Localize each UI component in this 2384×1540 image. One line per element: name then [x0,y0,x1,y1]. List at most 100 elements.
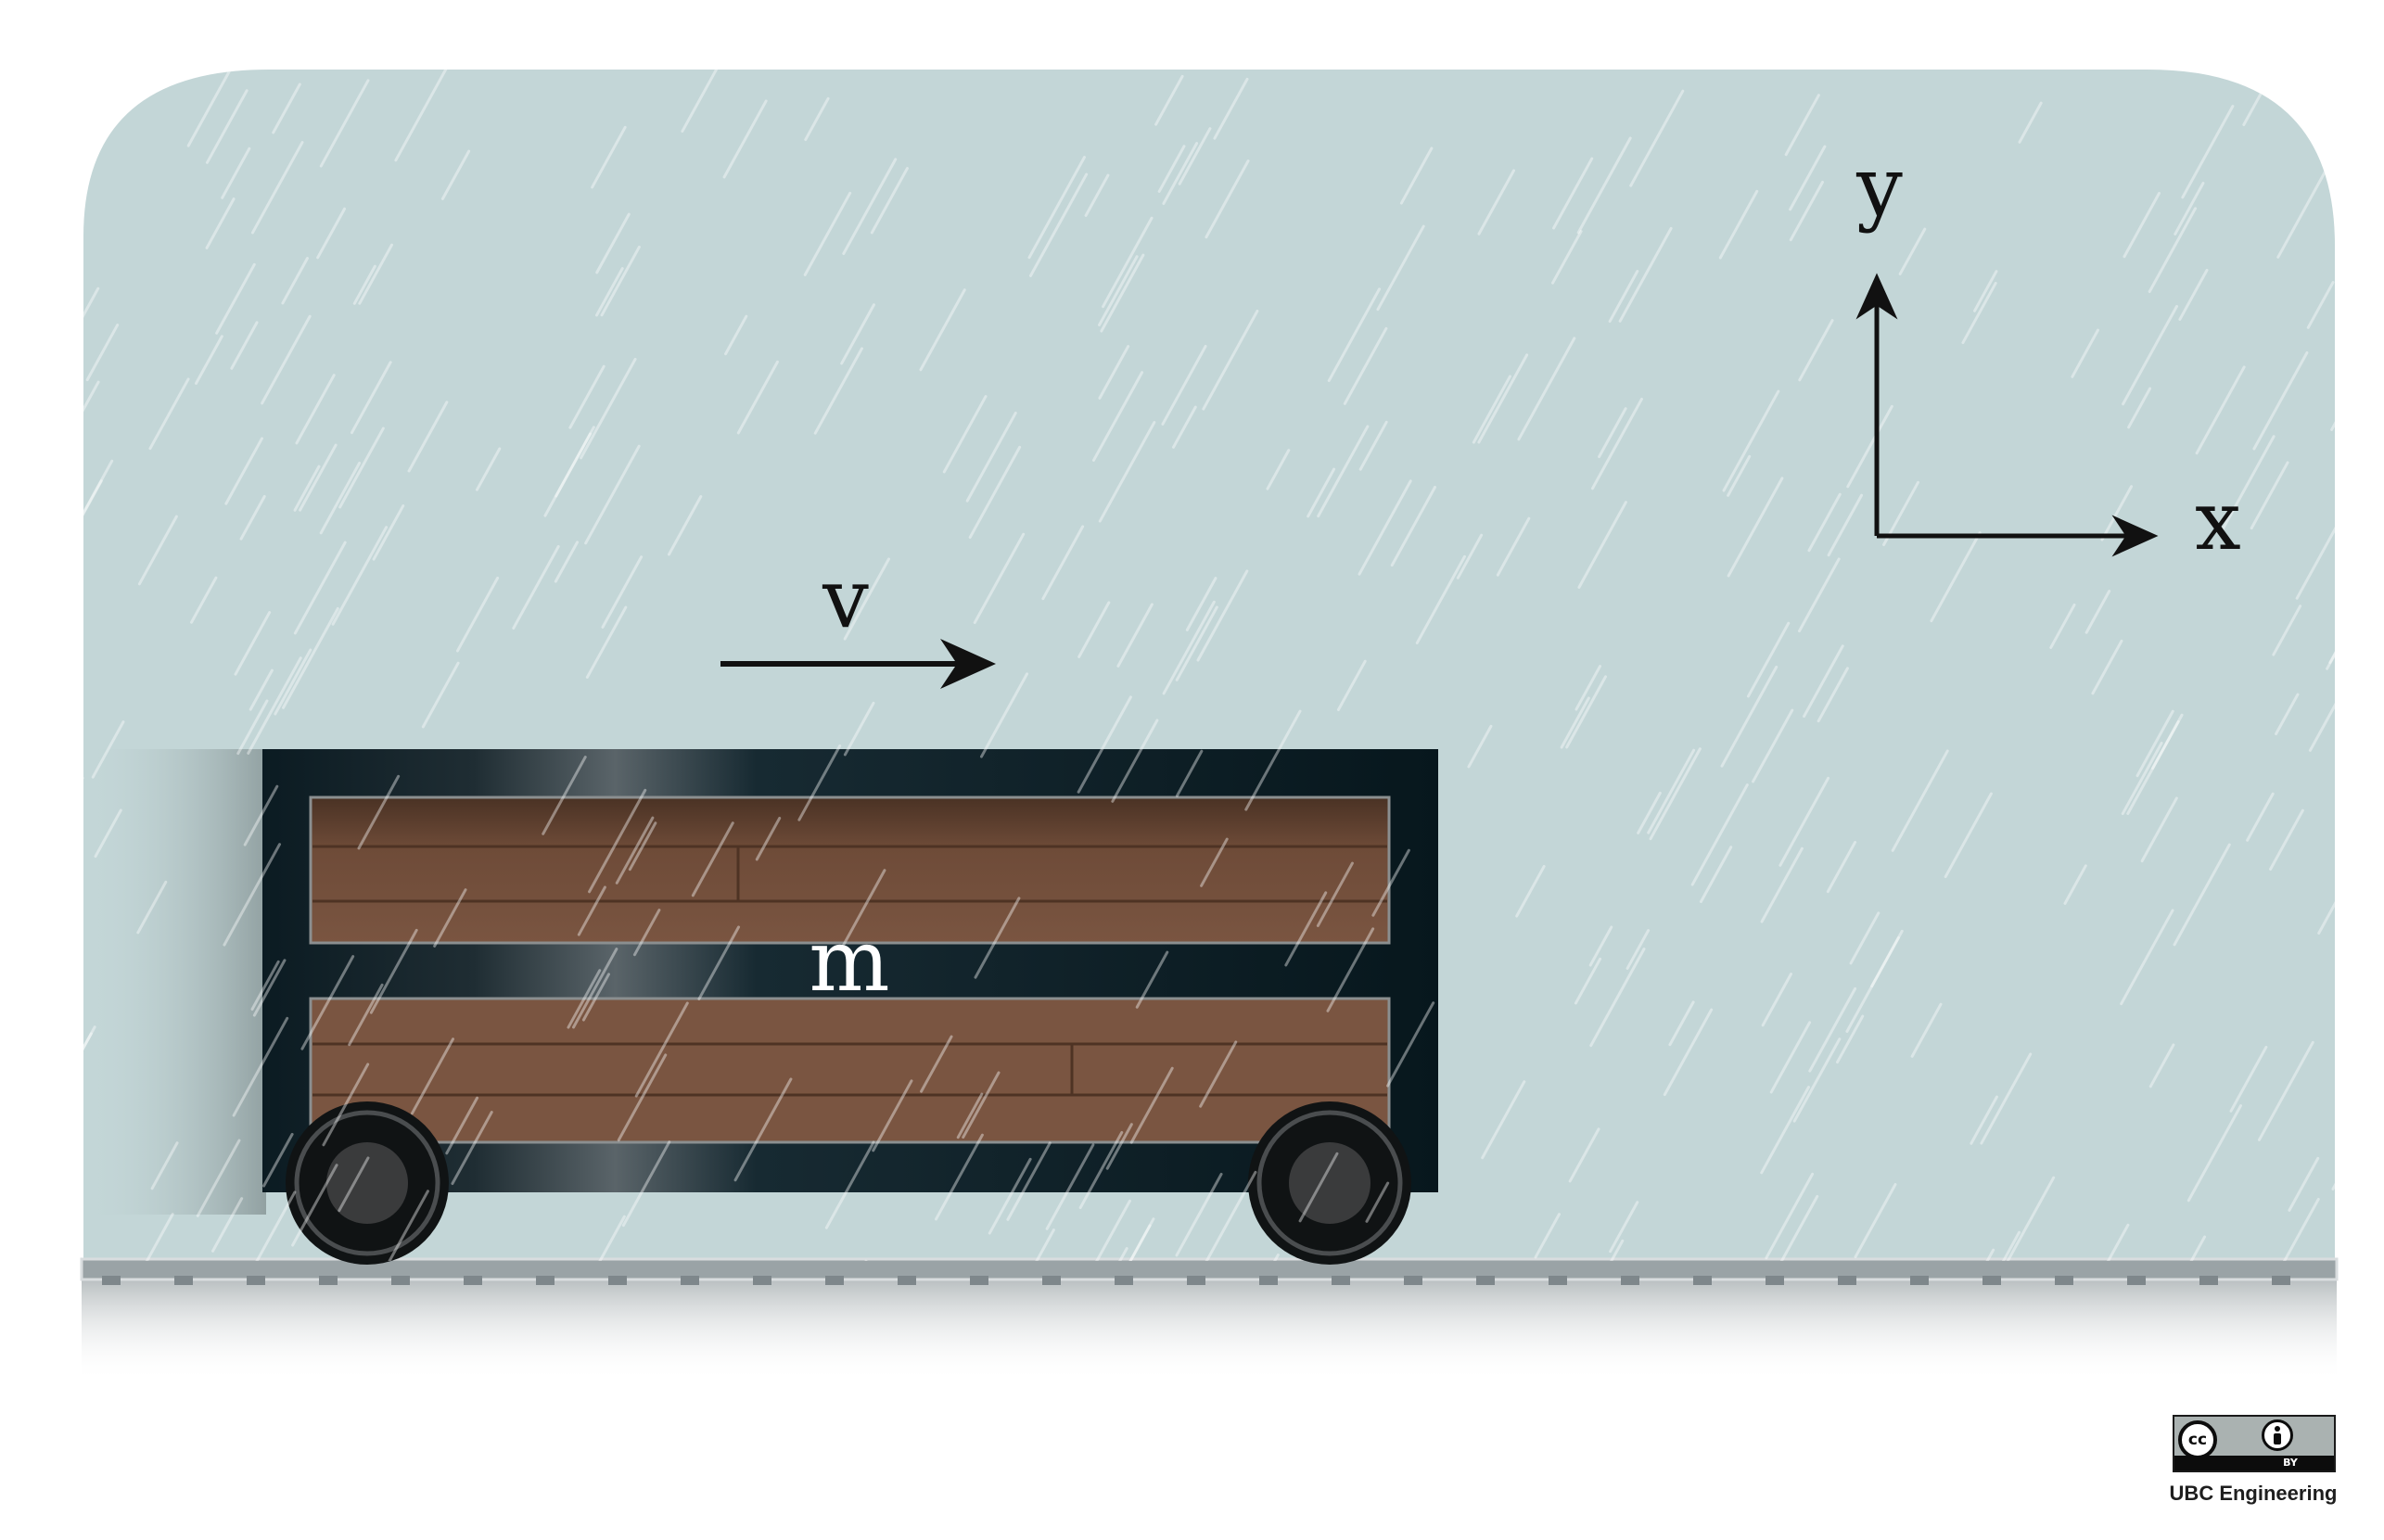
rain-streak [681,70,720,134]
rain-streak [1336,659,1367,712]
rain-streak [83,459,114,523]
rail-sleeper [681,1276,699,1285]
rain-streak [1496,516,1531,577]
rain-streak [584,444,641,545]
rain-streak [2148,1043,2175,1088]
mass-label: m [809,911,889,1011]
rain-streak [1792,1037,1842,1123]
rain-streak [1162,142,1199,206]
rain-streak [1376,224,1425,312]
rain-streak [988,1157,1032,1235]
rain-streak [358,243,393,305]
credit-text: UBC Engineering [2169,1482,2338,1505]
rain-streak [1298,1152,1339,1223]
rail-sleeper [1621,1276,1639,1285]
rain-streak [2276,165,2330,259]
rain-streak [581,973,610,1022]
rail-sleeper [825,1276,844,1285]
rain-streak [2148,207,2198,293]
rain-streak [842,158,898,256]
rain-streak [2173,843,2231,947]
rain-streak [1574,665,1602,711]
rain-streak [1175,605,1218,681]
rain-streak [83,380,100,477]
rain-streak [1789,145,1827,211]
rain-streak [451,1111,493,1186]
rain-streak [1849,911,1880,965]
x-axis-label: x [2195,473,2241,568]
rain-streak [2135,709,2174,778]
rain-streak [1760,1086,1811,1175]
rain-streak [615,816,655,885]
rain-streak [1317,425,1370,518]
right-wheel [1248,1101,1411,1265]
rain-streak [148,377,190,451]
rain-streak [136,880,168,935]
rain-streak [239,494,266,541]
rain-streak [211,1197,244,1253]
rain-streak [1185,577,1217,631]
rain-streak [357,774,401,850]
rain-streak [1568,1127,1600,1183]
rain-streak [19,661,57,728]
rain-streak [316,207,347,260]
rain-streak [223,843,282,947]
rain-streak [2295,513,2335,600]
rain-streak [1574,957,1602,1005]
rain-streak [221,146,251,199]
right-wheel-hub [1289,1142,1370,1224]
rain-streak [1930,531,1982,623]
rain-streak [1481,1080,1526,1160]
rain-streak [568,364,606,429]
rain-streak [1116,1224,1152,1261]
rain-streak [1162,600,1216,695]
rain-streak [1284,891,1328,967]
rail-sleeper [1476,1276,1495,1285]
rain-streak [2186,1104,2243,1203]
rain-streak [2220,435,2276,533]
rain-streak [293,465,321,512]
rain-streak [1129,1066,1174,1144]
rain-streak [1199,1170,1257,1261]
rain-streak [973,532,1026,625]
rain-streak [116,1213,174,1261]
rail-sleeper [464,1276,482,1285]
rain-streak [394,70,448,162]
rain-streak [1105,1123,1133,1170]
rain-streak [196,1139,241,1217]
rail-sleeper [2199,1276,2218,1285]
rain-streak [2091,639,2123,695]
rain-streak [1154,74,1184,126]
rain-streak [1973,270,1998,312]
rain-streak [965,411,1017,503]
rain-streak [369,928,418,1014]
rail-sleeper [1115,1276,1133,1285]
rain-streak [577,885,606,936]
rain-streak [1515,864,1546,918]
rain-streak [797,744,842,821]
rain-streak [1637,791,1662,834]
rain-streak [230,321,259,370]
badge-bar [2174,1456,2334,1470]
rain-streak [2328,608,2335,665]
rain-streak [1045,1143,1095,1230]
rain-streak [554,541,580,583]
rain-streak [19,314,62,391]
rain-streak [83,479,103,529]
rain-streak [445,1096,479,1155]
rain-streak [1618,226,1673,323]
rain-streak [1797,557,1841,633]
rain-streak [1157,145,1186,193]
rain-streak [1798,319,1834,382]
rain-streak [843,557,890,641]
rain-streak [2344,872,2370,919]
rain-streak [2092,1223,2130,1261]
rain-streak [1778,776,1830,867]
rain-streak [1178,127,1212,185]
rain-streak [601,555,644,629]
rain-streak [803,191,852,276]
rain-streak [1961,281,1997,345]
rain-streak [2018,101,2043,144]
rain-streak [272,83,301,134]
rain-streak [1718,189,1759,260]
